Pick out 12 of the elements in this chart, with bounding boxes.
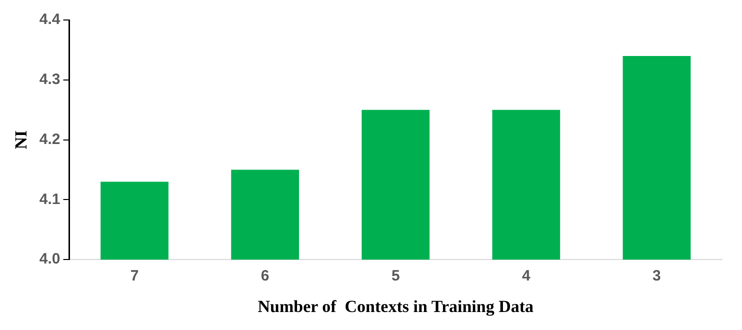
x-tick-label: 4 [522,268,532,285]
y-tick-label: 4.4 [39,11,61,28]
y-tick-label: 4.2 [39,130,60,148]
y-tick-label: 4.1 [39,190,60,208]
x-axis-title: Number of Contexts in Training Data [258,297,534,316]
y-tick-label: 4.3 [39,71,60,88]
y-axis-title: NI [12,130,31,150]
x-tick-label: 3 [652,268,661,285]
x-tick-label: 5 [391,268,400,285]
x-tick-label: 7 [130,268,139,285]
y-tick-label: 4.0 [39,250,60,268]
x-tick-label: 6 [260,268,270,285]
